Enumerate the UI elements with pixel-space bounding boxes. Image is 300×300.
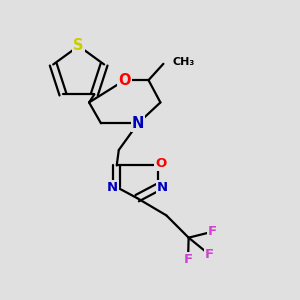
Text: CH₃: CH₃: [172, 57, 194, 67]
Text: N: N: [157, 181, 168, 194]
Text: F: F: [205, 248, 214, 261]
Text: N: N: [132, 116, 144, 131]
Text: F: F: [208, 225, 217, 238]
Text: O: O: [118, 73, 131, 88]
Text: S: S: [74, 38, 84, 53]
Text: N: N: [106, 181, 118, 194]
Text: O: O: [155, 157, 167, 169]
Text: F: F: [184, 254, 193, 266]
